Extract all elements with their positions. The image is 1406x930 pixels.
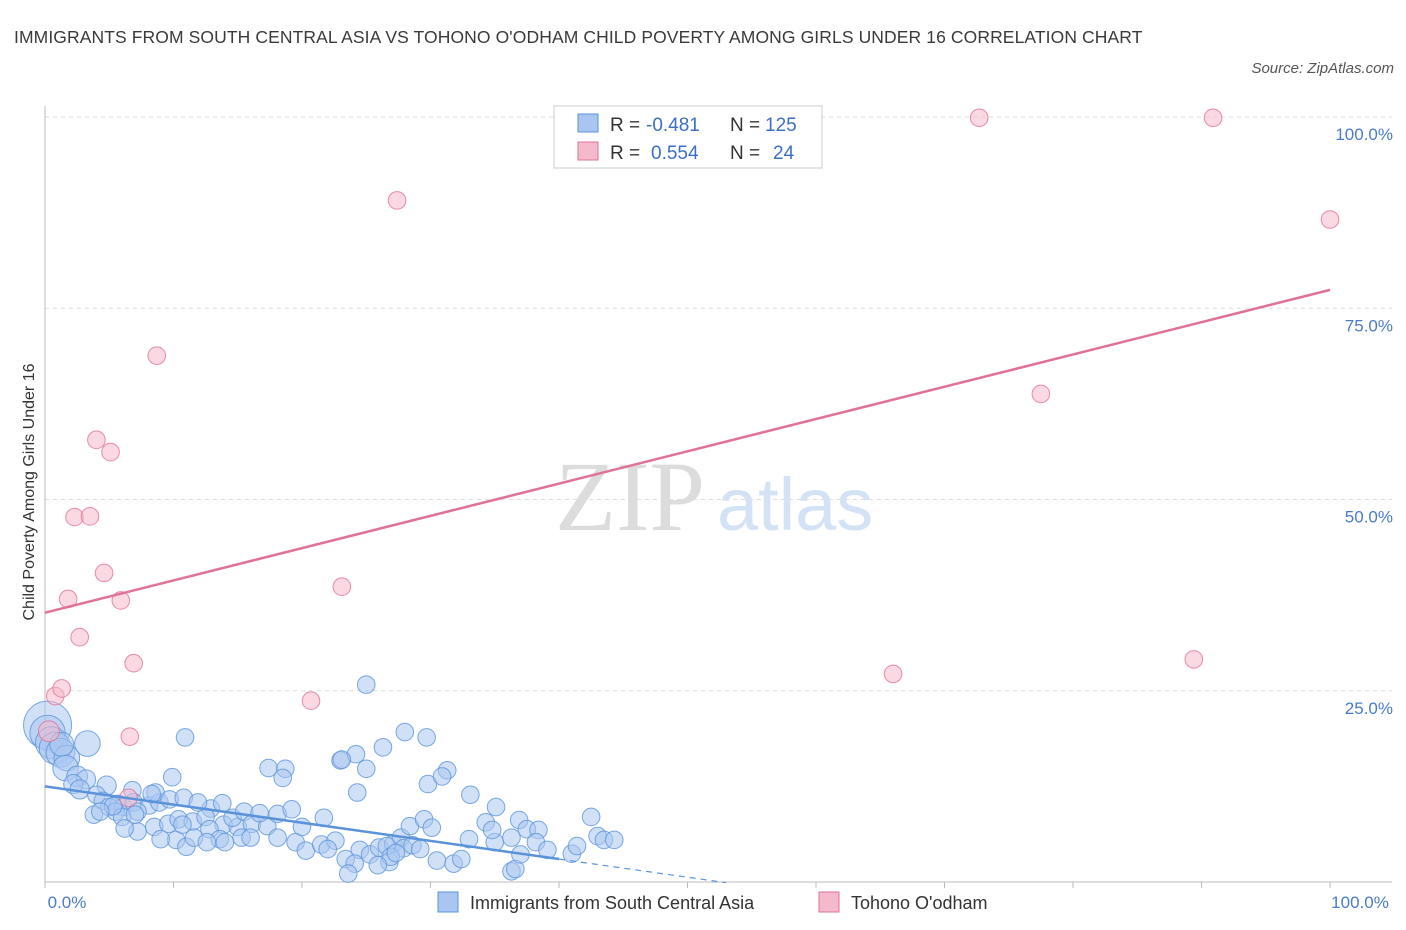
point-tohono	[101, 442, 120, 462]
point-tohono	[1184, 650, 1204, 669]
point-tohono	[37, 720, 60, 743]
legend-r-label: R =	[610, 143, 640, 164]
point-immigrants	[581, 807, 601, 827]
y-tick-label: 75.0%	[1345, 316, 1393, 335]
point-immigrants	[347, 783, 367, 802]
series-legend-swatch-blue	[437, 891, 459, 913]
point-immigrants	[318, 839, 338, 859]
trend-lines	[44, 288, 1331, 884]
watermark-zip: ZIP	[555, 441, 705, 552]
point-immigrants	[395, 722, 415, 742]
legend-n-label: N =	[730, 143, 760, 164]
point-tohono	[52, 679, 72, 698]
point-immigrants	[151, 829, 170, 849]
point-tohono	[120, 727, 140, 746]
point-tohono	[70, 627, 89, 647]
trend-line-extension	[558, 858, 727, 884]
y-axis-title: Child Poverty Among Girls Under 16	[21, 363, 38, 620]
point-immigrants	[356, 759, 376, 779]
point-immigrants	[74, 730, 101, 757]
point-tohono	[387, 191, 407, 210]
series-legend-label: Immigrants from South Central Asia	[470, 893, 755, 913]
point-immigrants	[90, 802, 110, 821]
series-legend-label: Tohono O'odham	[851, 893, 988, 913]
y-tick-label: 100.0%	[1335, 125, 1393, 144]
source-label: Source: ZipAtlas.com	[1251, 60, 1394, 77]
point-tohono	[147, 346, 167, 365]
point-tohono	[124, 653, 143, 673]
point-tohono	[80, 507, 100, 526]
point-immigrants	[215, 832, 235, 852]
point-immigrants	[459, 829, 479, 849]
point-tohono	[94, 563, 114, 583]
point-immigrants	[175, 728, 195, 747]
point-immigrants	[486, 797, 506, 817]
point-immigrants	[356, 675, 376, 694]
point-tohono	[969, 108, 989, 128]
chart-title: IMMIGRANTS FROM SOUTH CENTRAL ASIA VS TO…	[14, 27, 1143, 47]
trend-line-immigrants	[44, 785, 560, 861]
point-tohono	[1031, 384, 1051, 404]
legend-r-value: -0.481	[646, 115, 700, 136]
legend-n-label: N =	[730, 115, 760, 136]
y-tick-label: 25.0%	[1345, 699, 1393, 718]
series-legend: Immigrants from South Central Asia Tohon…	[437, 891, 988, 913]
point-immigrants	[162, 767, 182, 787]
point-immigrants	[250, 803, 269, 823]
point-immigrants	[241, 828, 260, 847]
point-immigrants	[173, 815, 192, 834]
trend-line-tohono	[44, 288, 1331, 614]
point-immigrants	[386, 843, 406, 863]
legend-r-label: R =	[610, 115, 640, 136]
point-immigrants	[410, 839, 430, 859]
point-immigrants	[418, 774, 438, 794]
watermark: ZIP atlas	[555, 441, 873, 552]
point-immigrants	[373, 738, 393, 757]
legend-n-value: 125	[765, 115, 797, 136]
point-immigrants	[502, 828, 521, 847]
point-immigrants	[422, 818, 442, 837]
point-tohono	[883, 664, 903, 684]
stats-legend: R = -0.481 N = 125 R = 0.554 N = 24	[553, 105, 823, 169]
point-immigrants	[427, 851, 447, 870]
point-tohono	[332, 577, 352, 597]
series-legend-swatch-pink	[818, 891, 840, 913]
point-immigrants	[461, 785, 480, 805]
point-immigrants	[268, 828, 287, 847]
point-tohono	[111, 591, 131, 610]
point-immigrants	[125, 805, 145, 824]
point-immigrants	[482, 820, 502, 840]
point-immigrants	[417, 728, 436, 747]
watermark-atlas: atlas	[717, 463, 873, 546]
point-immigrants	[332, 750, 352, 769]
y-tick-label: 50.0%	[1345, 508, 1393, 527]
point-tohono	[1203, 108, 1223, 128]
point-immigrants	[452, 849, 471, 869]
point-tohono	[1320, 210, 1340, 229]
gridlines	[45, 116, 1392, 692]
point-immigrants	[115, 819, 134, 838]
point-immigrants	[368, 855, 388, 875]
legend-swatch-pink	[577, 141, 599, 161]
point-tohono	[87, 430, 106, 450]
x-tick-label: 100.0%	[1331, 893, 1389, 912]
point-immigrants	[273, 768, 293, 788]
y-tick-labels: 25.0% 50.0% 75.0% 100.0%	[1335, 125, 1393, 718]
point-immigrants	[432, 767, 452, 786]
point-immigrants	[282, 800, 302, 819]
point-immigrants	[604, 830, 624, 850]
legend-swatch-blue	[577, 113, 599, 133]
x-tick-label: 0.0%	[48, 893, 87, 912]
point-immigrants	[197, 832, 217, 852]
x-axis: 0.0% 100.0%	[44, 106, 1392, 912]
point-immigrants	[142, 784, 161, 804]
point-tohono	[301, 691, 321, 710]
stats-legend-box	[553, 105, 823, 169]
legend-r-value: 0.554	[651, 143, 699, 164]
legend-n-value: 24	[773, 143, 795, 164]
point-immigrants	[338, 864, 358, 883]
point-immigrants	[567, 836, 587, 856]
